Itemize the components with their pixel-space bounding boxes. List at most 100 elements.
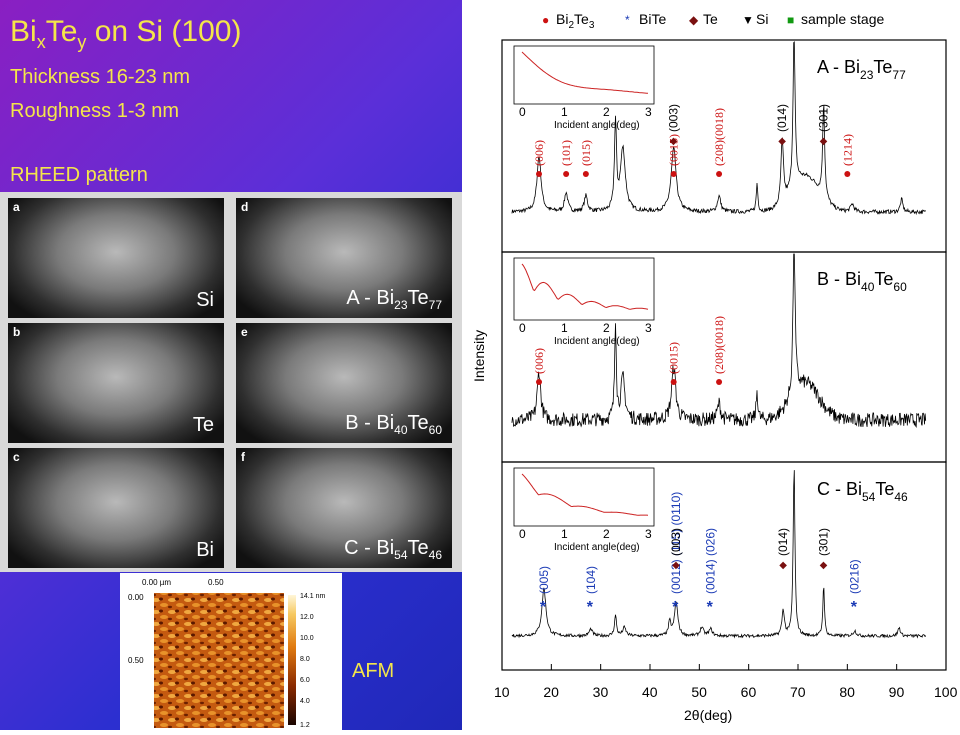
afm-label: AFM [352,660,395,682]
title-rest: on Si (100) [86,15,242,48]
bi2te3-marker [582,171,589,177]
peak-label-black: (003) [669,528,683,556]
spectrum-line [511,253,927,429]
peak-label-blue: (005) [537,566,551,594]
afm-x-tick: 0.50 [208,578,224,587]
x-tick-label: 100 [934,684,958,700]
x-tick-label: 40 [642,684,658,700]
panel-label: Te [192,414,214,436]
bite-marker: * [672,599,679,616]
chart-legend: ● Bi2Te3 * BiTe ◆ Te ▼ Si ■ sample stage [542,11,884,31]
afm-scale-tick: 1.2 [300,722,310,729]
afm-scale-tick: 6.0 [300,677,310,684]
bite-marker: * [587,599,594,616]
inset-tick-label: 0 [519,105,526,119]
bite-marker: * [540,599,547,616]
inset-tick-label: 3 [645,321,652,335]
peak-label-red: (0015) [667,342,681,374]
peak-label-red: (101) [559,140,573,166]
peak-label-black: (301) [817,104,831,132]
te-marker: ◆ [820,560,828,571]
inset-tick-label: 3 [645,527,652,541]
inset-tick-label: 2 [603,105,610,119]
afm-colorbar [288,595,296,725]
panel-frame [501,461,947,671]
legend-label: Bi2Te3 [556,11,595,31]
panel-letter: b [13,325,21,339]
title-sub-x: x [36,32,46,52]
bi2te3-marker [670,171,677,177]
peak-label-red: (208)(0018) [712,316,726,374]
rheed-grid: a Si d A - Bi23Te77 b Te e B - Bi40Te60 … [0,192,462,572]
legend-symbol: ■ [787,13,794,27]
bi2te3-marker [563,171,570,177]
afm-scale-tick: 14.1 nm [300,593,325,600]
bi2te3-marker [536,379,542,385]
panel-letter: a [13,200,20,214]
legend-symbol: ◆ [689,13,699,27]
slide-title: BixTey on Si (100) [10,14,241,60]
bite-marker: * [707,599,714,616]
bi2te3-marker [716,171,723,177]
inset-curve [521,51,649,94]
panel-letter: d [241,200,249,214]
peak-label-red: (015) [579,140,593,166]
y-axis-label: Intensity [471,330,487,382]
rheed-panel-a: a Si [8,198,224,318]
panel-label: Bi [196,539,214,561]
legend-symbol: ● [542,13,549,27]
x-tick-label: 30 [593,684,609,700]
title-block: BixTey on Si (100) Thickness 16-23 nm Ro… [10,14,241,128]
rheed-panel-b: b Te [8,323,224,443]
panel-C: C - Bi54Te46 0 1 2 3 Incident angle(deg) * (005… [501,461,947,671]
title-bi: Bi [10,15,37,48]
inset-tick-label: 1 [561,105,568,119]
panel-composition-label: A - Bi23Te77 [817,57,906,82]
title-te: Te [45,15,78,48]
peak-label-blue: (0216) [848,559,862,594]
bi2te3-marker [716,379,723,385]
peak-label-red: (006) [532,140,546,166]
te-marker: ◆ [779,560,787,571]
inset-tick-label: 3 [645,105,652,119]
peak-label-blue: (0012) (115) (0110) [669,492,683,594]
peak-label-black: (003) [667,104,681,132]
afm-y-tick: 0.00 [128,593,144,602]
inset-x-label: Incident angle(deg) [554,542,640,553]
x-tick-label: 80 [839,684,855,700]
chart-panels: A - Bi23Te77 0 1 2 3 Incident angle(deg) (006)… [501,39,947,671]
inset-curve [521,263,649,310]
inset-tick-label: 2 [603,527,610,541]
legend-label: BiTe [639,11,666,27]
inset-tick-label: 1 [561,527,568,541]
spectrum-line [511,470,927,639]
afm-scale-tick: 8.0 [300,656,310,663]
inset-frame [513,45,655,105]
afm-image: 0.00 µm 0.50 0.00 0.50 14.1 nm 12.0 10.0… [120,573,342,730]
inset-x-label: Incident angle(deg) [554,336,640,347]
panel-A: A - Bi23Te77 0 1 2 3 Incident angle(deg) (006)… [501,39,947,253]
rheed-panel-c: c Bi [8,448,224,568]
afm-scale-tick: 10.0 [300,635,314,642]
afm-scale-tick: 4.0 [300,698,310,705]
bite-marker: * [851,599,858,616]
rheed-panel-f: f C - Bi54Te46 [236,448,452,568]
inset-tick-label: 0 [519,321,526,335]
legend-label: Te [703,11,718,27]
panel-letter: c [13,450,20,464]
peak-label-black: (014) [776,528,790,556]
peak-label-red: (208)(0018) [712,108,726,166]
inset-x-label: Incident angle(deg) [554,120,640,131]
te-marker: ◆ [820,136,828,147]
legend-symbol: * [625,13,630,27]
spectrum-line [511,40,927,216]
x-tick-label: 90 [889,684,905,700]
inset-frame [513,467,655,527]
panel-label: B - Bi40Te60 [345,412,442,437]
peak-label-blue: (104) [584,566,598,594]
panel-letter: e [241,325,248,339]
rheed-panel-d: d A - Bi23Te77 [236,198,452,318]
afm-svg: 0.00 µm 0.50 0.00 0.50 14.1 nm 12.0 10.0… [128,578,325,729]
afm-x-tick: 0.00 µm [142,578,171,587]
legend-label: Si [756,11,768,27]
